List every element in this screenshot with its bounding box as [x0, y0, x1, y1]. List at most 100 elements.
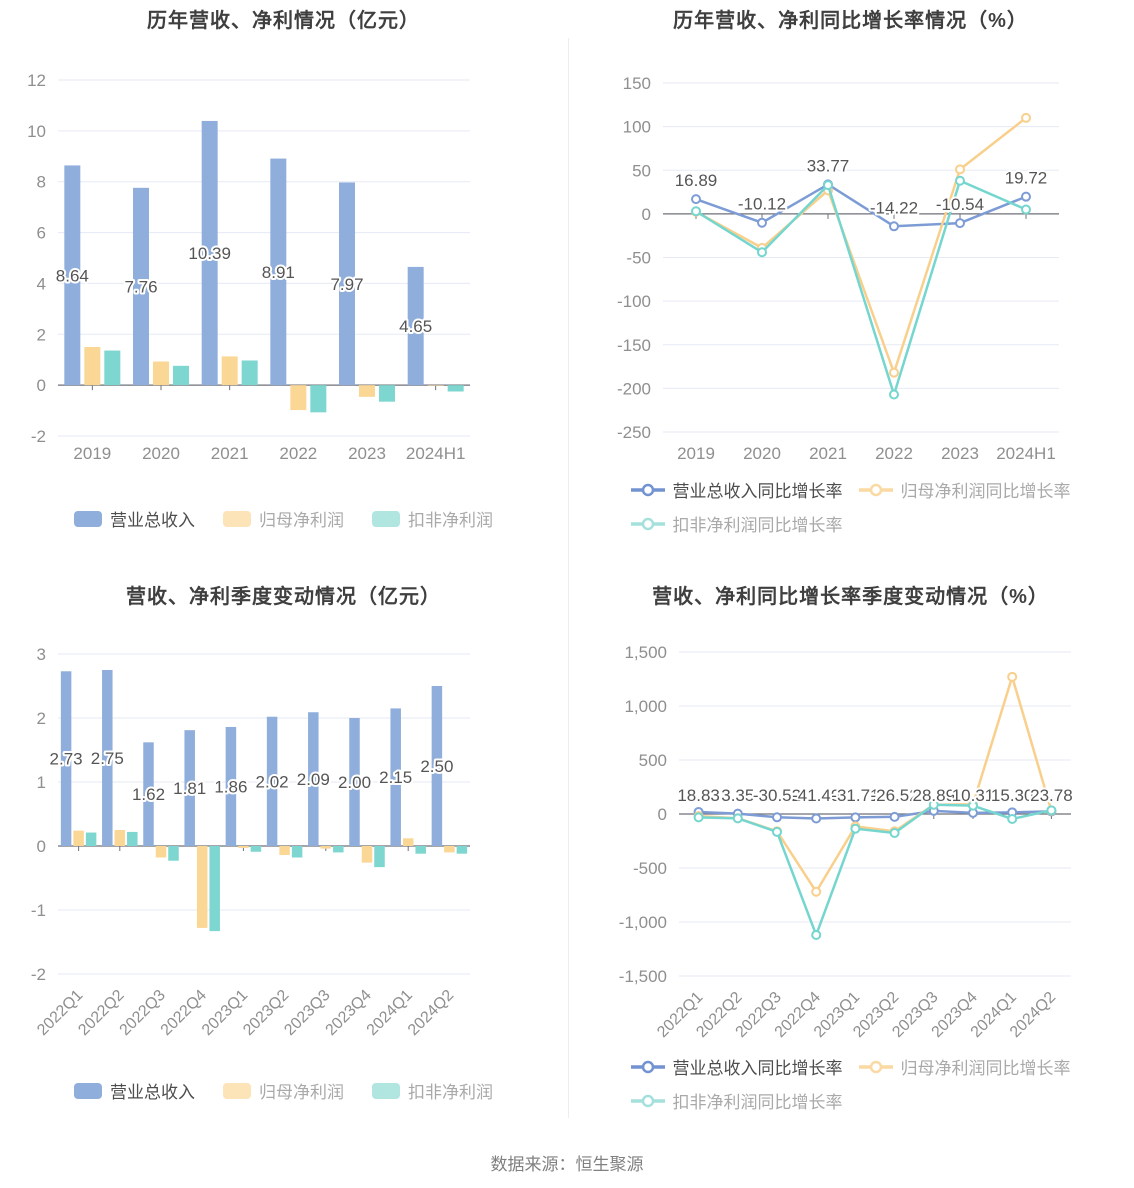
legend-item-chart3-series2[interactable]: 扣非净利润同比增长率 — [630, 1088, 843, 1113]
legend-swatch-icon — [372, 1082, 400, 1099]
legend-item-label: 扣非净利润 — [408, 511, 493, 530]
legend-line-marker-icon — [858, 483, 893, 496]
svg-text:28.89: 28.89 — [913, 786, 956, 805]
svg-text:-1,500: -1,500 — [619, 967, 667, 986]
svg-text:10: 10 — [27, 122, 46, 141]
legend-item-chart0-series0[interactable]: 营业总收入 — [74, 506, 195, 531]
svg-text:2020: 2020 — [743, 444, 781, 463]
svg-text:0: 0 — [37, 837, 46, 856]
legend-item-label: 扣非净利润同比增长率 — [672, 1093, 843, 1112]
svg-text:-50: -50 — [626, 249, 651, 268]
svg-text:2019: 2019 — [677, 444, 715, 463]
svg-text:3: 3 — [37, 645, 46, 664]
legend-item-label: 归母净利润同比增长率 — [900, 1059, 1071, 1078]
svg-text:16.89: 16.89 — [675, 171, 718, 190]
svg-text:7.76: 7.76 — [124, 277, 157, 296]
svg-text:8.91: 8.91 — [262, 263, 295, 282]
legend-item-label: 营业总收入同比增长率 — [672, 1059, 843, 1078]
svg-text:2.09: 2.09 — [297, 770, 330, 789]
panel-annual-revenue-profit: 历年营收、净利情况（亿元） 12 10 8 6 4 2 0 -2 2019 2020 2021 202… — [0, 0, 567, 560]
legend-item-label: 营业总收入同比增长率 — [672, 482, 843, 501]
legend-item-label: 营业总收入 — [110, 511, 195, 530]
legend-item-chart1-series0[interactable]: 营业总收入同比增长率 — [630, 477, 843, 502]
svg-text:3.35: 3.35 — [721, 786, 754, 805]
svg-text:1: 1 — [37, 773, 46, 792]
svg-text:2023: 2023 — [941, 444, 979, 463]
svg-text:2: 2 — [37, 709, 46, 728]
legend-item-chart0-series2[interactable]: 扣非净利润 — [372, 506, 493, 531]
legend-line-marker-icon — [858, 1060, 893, 1073]
svg-text:8.64: 8.64 — [56, 266, 89, 285]
svg-text:2.15: 2.15 — [379, 768, 412, 787]
legend-item-chart3-series1[interactable]: 归母净利润同比增长率 — [858, 1054, 1071, 1079]
svg-text:15.30: 15.30 — [991, 786, 1034, 805]
svg-text:150: 150 — [623, 74, 651, 93]
svg-text:-1,000: -1,000 — [619, 913, 667, 932]
svg-text:2020: 2020 — [142, 444, 180, 463]
svg-text:2: 2 — [37, 325, 46, 344]
svg-text:2021: 2021 — [809, 444, 847, 463]
svg-text:2.02: 2.02 — [256, 772, 289, 791]
svg-text:23.78: 23.78 — [1030, 786, 1073, 805]
svg-text:-30.52: -30.52 — [753, 786, 801, 805]
panel-quarterly-revenue-profit: 营收、净利季度变动情况（亿元） 3 2 1 0 -1 -2 2022Q1 2022Q2 2022… — [0, 560, 567, 1120]
svg-text:-150: -150 — [617, 336, 651, 355]
legend-item-label: 扣非净利润 — [408, 1083, 493, 1102]
svg-text:4: 4 — [37, 274, 46, 293]
svg-text:-500: -500 — [633, 859, 667, 878]
panel-annual-growth-rate: 历年营收、净利同比增长率情况（%） 150 100 50 0 -50 -100 -150 -2… — [567, 0, 1134, 560]
legend-annual-revenue-profit: 营业总收入 归母净利润 扣非净利润 — [0, 506, 567, 531]
legend-item-chart1-series2[interactable]: 扣非净利润同比增长率 — [630, 511, 843, 536]
svg-text:18.83: 18.83 — [677, 786, 720, 805]
legend-item-label: 营业总收入 — [110, 1083, 195, 1102]
legend-item-chart3-series0[interactable]: 营业总收入同比增长率 — [630, 1054, 843, 1079]
svg-text:-14.22: -14.22 — [870, 198, 918, 217]
legend-quarterly-growth-rate: 营业总收入同比增长率 归母净利润同比增长率扣非净利润同比增长率 — [567, 1054, 1134, 1113]
legend-item-chart2-series0[interactable]: 营业总收入 — [74, 1078, 195, 1103]
svg-text:8: 8 — [37, 173, 46, 192]
svg-text:4.65: 4.65 — [399, 317, 432, 336]
panel-quarterly-growth-rate: 营收、净利同比增长率季度变动情况（%） 1,500 1,000 500 0 -500 -1… — [567, 560, 1134, 1120]
svg-text:-10.12: -10.12 — [738, 195, 786, 214]
svg-text:-41.49: -41.49 — [792, 786, 840, 805]
svg-text:2023: 2023 — [348, 444, 386, 463]
svg-text:10.31: 10.31 — [952, 786, 995, 805]
legend-swatch-icon — [223, 510, 251, 527]
svg-text:1.86: 1.86 — [214, 777, 247, 796]
legend-item-chart0-series1[interactable]: 归母净利润 — [223, 506, 344, 531]
svg-text:2.75: 2.75 — [91, 749, 124, 768]
svg-text:-200: -200 — [617, 379, 651, 398]
legend-line-marker-icon — [630, 517, 665, 530]
legend-item-label: 扣非净利润同比增长率 — [672, 516, 843, 535]
legend-swatch-icon — [372, 510, 400, 527]
legend-item-label: 归母净利润 — [259, 511, 344, 530]
legend-annual-growth-rate: 营业总收入同比增长率 归母净利润同比增长率 扣非净利润同比增长率 — [567, 477, 1134, 536]
svg-text:6: 6 — [37, 224, 46, 243]
svg-text:-31.71: -31.71 — [831, 786, 879, 805]
svg-text:-26.52: -26.52 — [870, 786, 918, 805]
svg-text:0: 0 — [37, 376, 46, 395]
chart-title-quarterly-growth-rate: 营收、净利同比增长率季度变动情况（%） — [652, 586, 1049, 608]
legend-item-chart1-series1[interactable]: 归母净利润同比增长率 — [858, 477, 1071, 502]
chart-title-quarterly-revenue-profit: 营收、净利季度变动情况（亿元） — [126, 586, 441, 608]
svg-text:-2: -2 — [31, 965, 46, 984]
svg-text:19.72: 19.72 — [1005, 169, 1048, 188]
legend-item-label: 归母净利润 — [259, 1083, 344, 1102]
svg-text:-100: -100 — [617, 292, 651, 311]
svg-text:-250: -250 — [617, 423, 651, 442]
svg-text:100: 100 — [623, 118, 651, 137]
svg-text:33.77: 33.77 — [807, 156, 850, 175]
svg-text:-10.54: -10.54 — [936, 195, 984, 214]
chart-title-annual-revenue-profit: 历年营收、净利情况（亿元） — [147, 10, 420, 32]
legend-line-marker-icon — [630, 1094, 665, 1107]
svg-text:500: 500 — [639, 751, 667, 770]
svg-text:1,000: 1,000 — [624, 697, 667, 716]
svg-text:0: 0 — [642, 205, 651, 224]
legend-item-chart2-series2[interactable]: 扣非净利润 — [372, 1078, 493, 1103]
svg-text:0: 0 — [658, 805, 667, 824]
legend-item-chart2-series1[interactable]: 归母净利润 — [223, 1078, 344, 1103]
annual-growth-rate-chart: 150 100 50 0 -50 -100 -150 -200 -250 2019 2020 2021… — [617, 74, 1059, 463]
svg-text:2019: 2019 — [73, 444, 111, 463]
svg-text:2024Q2: 2024Q2 — [405, 987, 457, 1039]
